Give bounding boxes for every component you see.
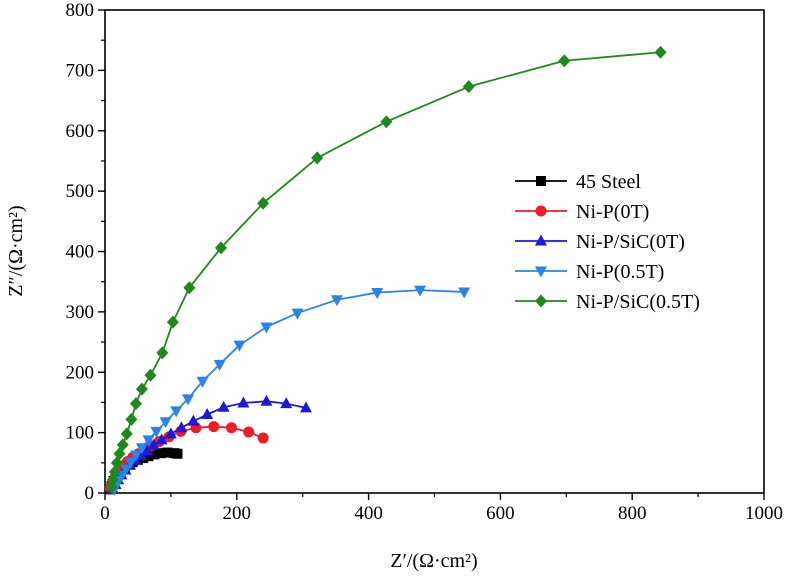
data-point <box>654 45 667 59</box>
x-tick-label: 800 <box>618 503 647 524</box>
data-point <box>142 435 155 447</box>
data-point <box>170 406 183 418</box>
x-tick-label: 400 <box>354 503 383 524</box>
data-point <box>150 426 163 438</box>
data-point <box>183 281 196 295</box>
data-point <box>257 432 269 444</box>
legend-swatch-marker <box>535 266 547 278</box>
data-point <box>237 396 250 408</box>
data-point <box>414 285 427 297</box>
data-point <box>141 444 154 456</box>
data-point <box>226 422 238 434</box>
y-tick-label: 700 <box>66 60 95 81</box>
legend-swatch-marker <box>535 294 547 308</box>
x-tick-label: 1000 <box>745 503 783 524</box>
legend-label: Ni-P/SiC(0T) <box>576 231 685 253</box>
legend-item: 45 Steel <box>515 171 641 193</box>
y-tick-label: 800 <box>66 0 95 21</box>
y-tick-label: 300 <box>66 302 95 323</box>
data-point <box>380 115 393 129</box>
data-point <box>214 241 227 255</box>
data-point <box>129 397 142 411</box>
data-point <box>280 397 293 409</box>
data-point <box>299 401 312 413</box>
series-ni-p-sic-0-5t- <box>105 45 667 494</box>
data-point <box>172 448 183 459</box>
data-point <box>187 414 200 426</box>
data-point <box>156 346 169 360</box>
legend-label: Ni-P/SiC(0.5T) <box>576 291 700 313</box>
legend-item: Ni-P(0T) <box>515 201 649 223</box>
y-tick-label: 400 <box>66 242 95 263</box>
legend-label: 45 Steel <box>576 171 641 193</box>
data-point <box>291 308 304 320</box>
data-point <box>147 438 160 450</box>
data-point <box>149 449 160 460</box>
legend-item: Ni-P/SiC(0.5T) <box>515 291 700 313</box>
data-point <box>135 443 148 455</box>
data-point <box>135 382 148 396</box>
x-tick-label: 200 <box>223 503 252 524</box>
axis-tick-labels: 0 200 400 600 800 1000 0 100 200 300 400 500 600 700 8… <box>66 0 784 524</box>
data-point <box>462 80 475 94</box>
data-point <box>159 417 172 429</box>
legend-label: Ni-P(0.5T) <box>576 261 664 283</box>
y-tick-label: 500 <box>66 181 95 202</box>
data-point <box>124 457 137 469</box>
data-point <box>213 359 226 371</box>
legend: 45 Steel Ni-P(0T) Ni-P/SiC(0T) Ni-P(0.5T) Ni… <box>515 171 700 313</box>
data-point <box>164 427 177 439</box>
data-point <box>330 295 343 307</box>
data-point <box>257 196 270 210</box>
data-point <box>156 448 167 459</box>
data-point <box>371 288 384 300</box>
data-point <box>162 447 173 458</box>
y-tick-label: 200 <box>66 362 95 383</box>
data-point <box>120 464 133 476</box>
data-point <box>208 421 220 433</box>
legend-item: Ni-P(0.5T) <box>515 261 664 283</box>
data-point <box>243 426 255 438</box>
data-point <box>120 427 133 441</box>
data-point <box>201 408 214 420</box>
y-axis-label: Z″/(Ω·cm²) <box>5 205 27 296</box>
legend-swatch-marker <box>535 205 547 217</box>
data-point <box>558 54 571 68</box>
data-point <box>144 368 157 382</box>
data-point <box>116 438 129 452</box>
data-point <box>311 151 324 165</box>
data-point <box>129 450 142 462</box>
legend-swatch-marker <box>536 176 546 186</box>
data-point <box>196 376 209 388</box>
data-point <box>166 315 179 329</box>
series-line <box>113 289 465 490</box>
x-axis-label: Z′/(Ω·cm²) <box>390 550 477 572</box>
data-point <box>233 340 246 352</box>
data-point <box>125 412 138 426</box>
series-layer <box>104 45 667 496</box>
y-tick-label: 600 <box>66 121 95 142</box>
legend-swatch-marker <box>535 234 547 246</box>
data-point <box>108 465 121 479</box>
data-point <box>182 394 195 406</box>
x-tick-label: 0 <box>100 503 110 524</box>
series-ni-p-0-5t- <box>108 285 471 496</box>
data-point <box>217 400 230 412</box>
legend-item: Ni-P/SiC(0T) <box>515 231 685 253</box>
data-point <box>458 287 471 299</box>
axis-ticks <box>98 9 765 500</box>
legend-label: Ni-P(0T) <box>576 201 649 223</box>
x-tick-label: 600 <box>486 503 515 524</box>
data-point <box>143 451 154 462</box>
y-tick-label: 100 <box>66 423 95 444</box>
data-point <box>260 394 273 406</box>
data-point <box>155 433 168 445</box>
data-point <box>175 421 188 433</box>
data-point <box>260 322 273 334</box>
data-point <box>135 449 148 461</box>
y-tick-label: 0 <box>85 483 95 504</box>
